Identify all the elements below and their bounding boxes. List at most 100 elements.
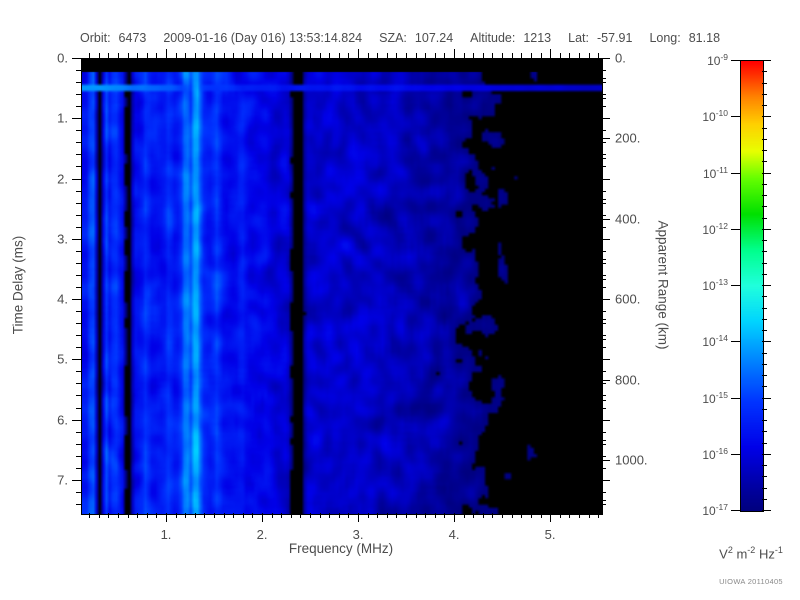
x-tick (464, 513, 465, 518)
y-left-tick (76, 203, 81, 204)
colorbar-tick (762, 341, 771, 342)
orbit-value: 6473 (118, 31, 147, 45)
colorbar-mantissa: 10 (702, 279, 716, 293)
colorbar-tick-left (731, 510, 740, 511)
colorbar-exponent: -14 (715, 333, 728, 344)
x-tick-top (137, 53, 138, 58)
y-left-tick (76, 191, 81, 192)
y-right-tick (601, 138, 610, 139)
x-tick-top (377, 53, 378, 58)
y-left-tick (76, 227, 81, 228)
y-right-tick-mirror (601, 130, 606, 131)
x-tick (147, 513, 148, 518)
y-right-tick-mirror (601, 504, 606, 505)
colorbar-gradient (741, 61, 763, 511)
y-right-tick-mirror (601, 492, 606, 493)
x-tick (310, 513, 311, 518)
x-tick-top (128, 53, 129, 58)
figure-header: Orbit: 6473 2009-01-16 (Day 016) 13:53:14.… (0, 31, 800, 45)
colorbar-tick (762, 510, 771, 511)
y-left-tick (76, 215, 81, 216)
y-left-tick (76, 468, 81, 469)
colorbar-tick (762, 139, 767, 140)
x-tick-top (512, 53, 513, 58)
y-right-tick (601, 259, 606, 260)
colorbar-exponent: -16 (715, 445, 728, 456)
x-tick-top (118, 53, 119, 58)
colorbar-tick (762, 161, 767, 162)
colorbar-tick-left (731, 60, 740, 61)
colorbar-tick (762, 386, 767, 387)
x-tick-top (339, 53, 340, 58)
colorbar-tick (762, 195, 767, 196)
x-tick (502, 513, 503, 518)
colorbar-tick (762, 330, 767, 331)
colorbar-tick (762, 105, 767, 106)
x-tick (454, 513, 455, 522)
y-right-tick-label: 0. (615, 50, 626, 66)
colorbar-tick (762, 308, 767, 309)
colorbar-tick (762, 353, 767, 354)
x-tick (137, 513, 138, 518)
x-tick-top (243, 53, 244, 58)
colorbar-tick-left (731, 229, 740, 230)
x-tick (348, 513, 349, 518)
y-right-tick (601, 299, 610, 300)
x-tick (579, 513, 580, 518)
colorbar-tick-label: 10-12 (702, 221, 728, 237)
x-tick (195, 513, 196, 518)
y-right-tick (601, 279, 606, 280)
colorbar-tick-label: 10-15 (702, 390, 728, 406)
x-tick-top (320, 53, 321, 58)
x-tick (396, 513, 397, 518)
colorbar-tick (762, 319, 767, 320)
unit-volt: V (719, 546, 728, 562)
y-right-tick-mirror (601, 263, 606, 264)
colorbar-tick (762, 251, 767, 252)
y-right-tick-mirror (601, 191, 606, 192)
y-left-tick-label: 3. (57, 231, 68, 247)
orbit-label: Orbit: (79, 31, 111, 45)
y-left-tick (72, 420, 81, 421)
y-right-tick (601, 359, 606, 360)
y-right-tick-mirror (601, 70, 606, 71)
sza-value: 107.24 (414, 31, 454, 45)
y-left-tick (76, 251, 81, 252)
x-tick-top (531, 53, 532, 58)
y-left-tick (76, 347, 81, 348)
altitude-label: Altitude: (470, 31, 516, 45)
y-left-tick (76, 263, 81, 264)
x-tick (377, 513, 378, 518)
colorbar-tick-left (731, 116, 740, 117)
y-right-tick (601, 400, 606, 401)
y-left-tick (76, 335, 81, 336)
colorbar-tick (762, 364, 767, 365)
x-tick (204, 513, 205, 518)
x-tick-top (176, 53, 177, 58)
y-left-tick-label: 0. (57, 50, 68, 66)
x-tick-top (396, 53, 397, 58)
y-right-tick (601, 158, 606, 159)
y-right-tick (601, 179, 606, 180)
y-right-tick-mirror (601, 432, 606, 433)
x-tick (387, 513, 388, 518)
y-right-tick-mirror (601, 227, 606, 228)
x-tick-top (444, 53, 445, 58)
x-tick-top (416, 53, 417, 58)
y-left-tick (76, 504, 81, 505)
y-left-tick (76, 432, 81, 433)
y-left-tick (76, 444, 81, 445)
colorbar-tick-left (731, 454, 740, 455)
y-right-tick-mirror (601, 215, 606, 216)
unit-hertz-exponent: -1 (774, 545, 783, 555)
y-left-tick (76, 275, 81, 276)
y-right-tick-mirror (601, 275, 606, 276)
y-left-tick (76, 383, 81, 384)
colorbar-tick (762, 83, 767, 84)
colorbar (740, 60, 764, 512)
colorbar-tick (762, 488, 767, 489)
colorbar-tick (762, 409, 767, 410)
x-tick (425, 513, 426, 518)
y-left-tick-label: 7. (57, 472, 68, 488)
colorbar-exponent: -9 (720, 52, 728, 62)
